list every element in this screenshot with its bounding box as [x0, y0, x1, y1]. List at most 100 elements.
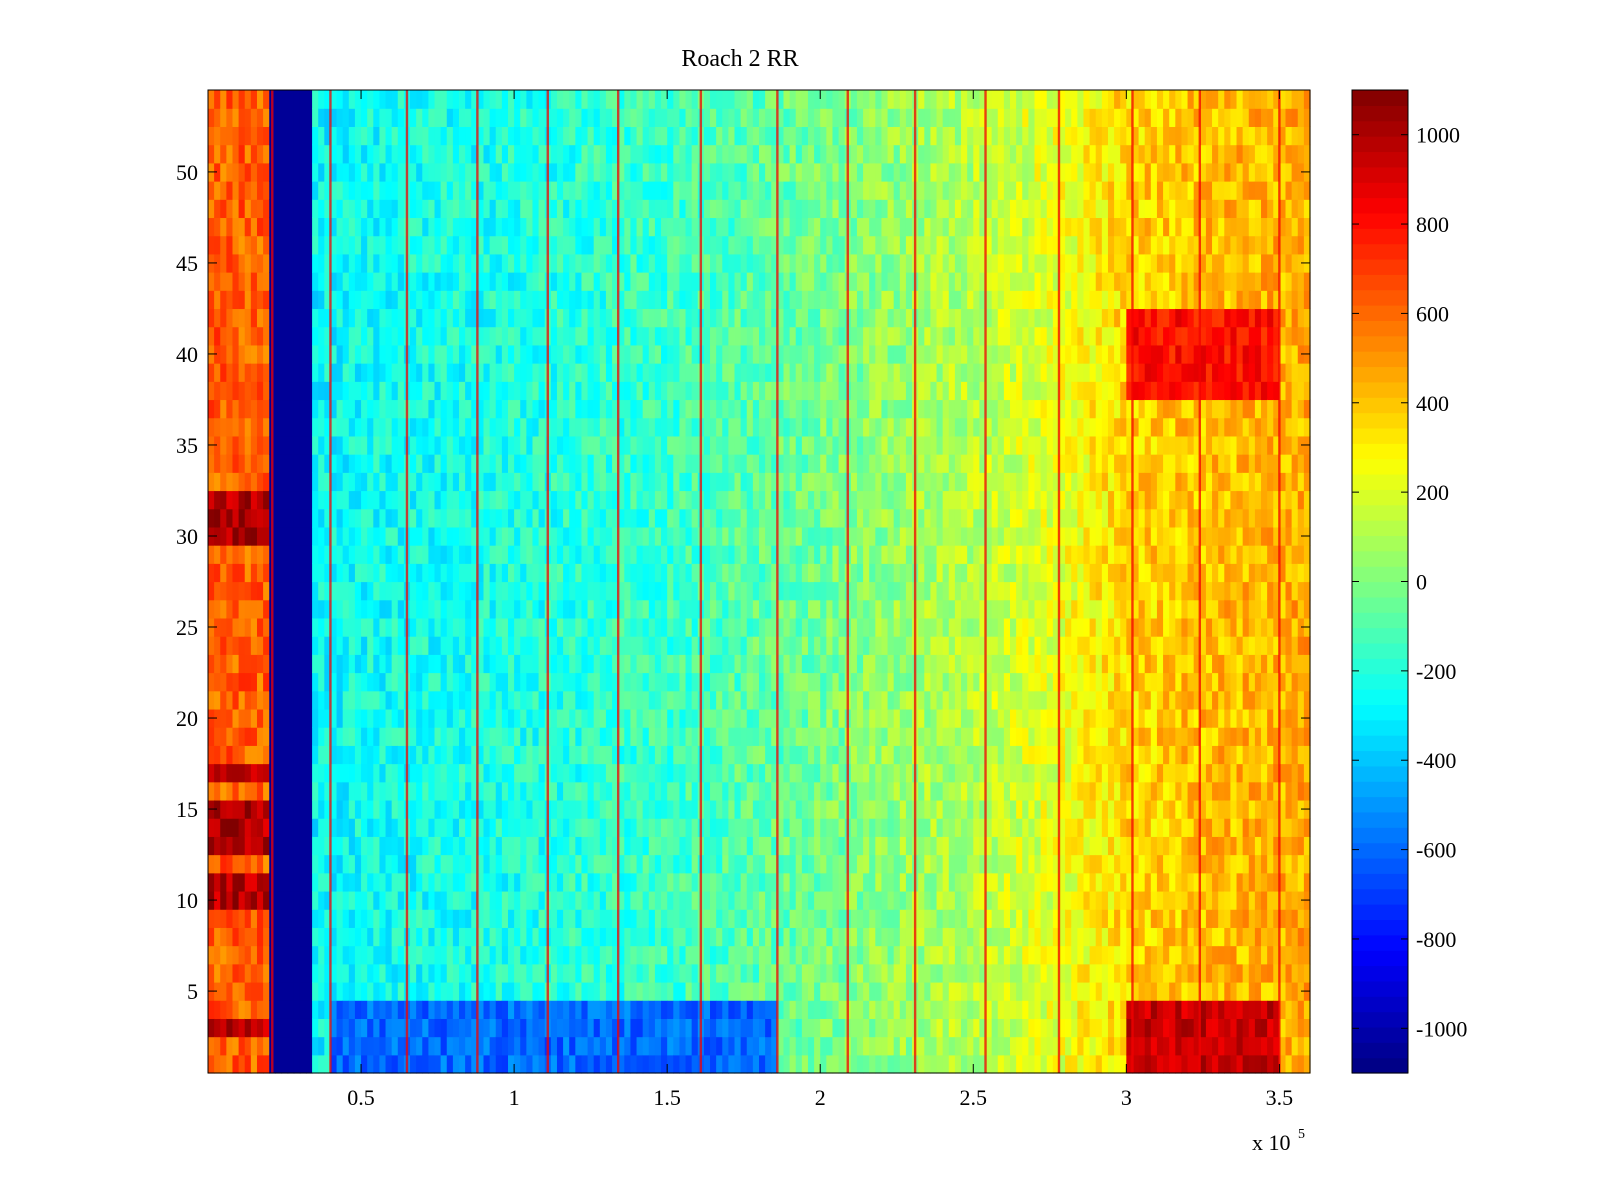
heatmap-cell — [214, 490, 221, 510]
heatmap-cell — [318, 235, 325, 255]
heatmap-cell — [452, 199, 460, 219]
heatmap-cell — [379, 927, 387, 947]
heatmap-cell — [636, 781, 644, 801]
heatmap-cell — [416, 199, 423, 219]
heatmap-cell — [685, 563, 693, 583]
heatmap-cell — [483, 799, 491, 819]
heatmap-cell — [281, 472, 289, 492]
heatmap-cell — [710, 308, 717, 328]
heatmap-cell — [550, 290, 558, 310]
heatmap-cell — [367, 545, 374, 564]
heatmap-cell — [520, 381, 527, 401]
heatmap-cell — [465, 818, 472, 837]
heatmap-cell — [716, 162, 723, 182]
heatmap-cell — [336, 981, 344, 1001]
heatmap-cell — [648, 872, 656, 892]
heatmap-cell — [330, 690, 338, 710]
heatmap-cell — [244, 1000, 252, 1019]
heatmap-cell — [422, 654, 429, 674]
heatmap-cell — [422, 581, 429, 601]
heatmap-cell — [495, 344, 503, 364]
heatmap-cell — [263, 526, 270, 546]
heatmap-cell — [391, 872, 399, 892]
heatmap-cell — [428, 253, 436, 273]
heatmap-cell — [232, 162, 240, 182]
heatmap-cell — [361, 108, 368, 127]
heatmap-cell — [703, 363, 711, 382]
heatmap-cell — [575, 1036, 583, 1056]
heatmap-cell — [391, 763, 399, 783]
heatmap-cell — [452, 672, 460, 692]
heatmap-cell — [318, 253, 325, 273]
heatmap-cell — [550, 617, 558, 637]
heatmap-cell — [746, 144, 754, 164]
heatmap-cell — [299, 872, 307, 892]
heatmap-cell — [642, 1054, 650, 1074]
heatmap-cell — [691, 763, 699, 783]
heatmap-cell — [348, 1036, 356, 1056]
heatmap-cell — [667, 836, 674, 856]
heatmap-cell — [379, 454, 387, 473]
heatmap-cell — [293, 708, 301, 728]
heatmap-cell — [734, 927, 742, 947]
heatmap-cell — [483, 690, 491, 710]
heatmap-cell — [691, 508, 699, 528]
heatmap-cell — [256, 799, 264, 819]
heatmap-cell — [226, 399, 234, 419]
heatmap-cell — [385, 763, 393, 783]
heatmap-cell — [648, 909, 656, 928]
heatmap-cell — [410, 526, 417, 546]
heatmap-cell — [226, 708, 234, 728]
heatmap-cell — [550, 854, 558, 874]
heatmap-cell — [459, 199, 466, 219]
heatmap-cell — [581, 727, 589, 746]
heatmap-cell — [661, 181, 668, 200]
heatmap-cell — [746, 727, 754, 746]
heatmap-cell — [612, 763, 619, 783]
heatmap-cell — [691, 799, 699, 819]
heatmap-cell — [581, 435, 589, 455]
heatmap-cell — [654, 745, 662, 765]
heatmap-cell — [710, 781, 717, 801]
heatmap-cell — [263, 272, 270, 291]
heatmap-cell — [465, 181, 472, 200]
heatmap-cell — [226, 545, 234, 564]
heatmap-cell — [312, 563, 319, 583]
heatmap-cell — [691, 636, 699, 655]
heatmap-cell — [514, 253, 521, 273]
heatmap-cell — [489, 763, 497, 783]
heatmap-cell — [618, 836, 625, 856]
heatmap-cell — [275, 381, 283, 401]
heatmap-cell — [563, 836, 570, 856]
heatmap-cell — [244, 181, 252, 200]
heatmap-cell — [624, 981, 632, 1001]
heatmap-cell — [465, 854, 472, 874]
heatmap-cell — [452, 90, 460, 109]
heatmap-cell — [471, 654, 478, 674]
heatmap-cell — [459, 763, 466, 783]
heatmap-cell — [410, 545, 417, 564]
heatmap-cell — [367, 199, 374, 219]
heatmap-cell — [587, 763, 595, 783]
heatmap-cell — [618, 472, 625, 492]
heatmap-cell — [654, 526, 662, 546]
heatmap-cell — [391, 745, 399, 765]
heatmap-cell — [630, 126, 638, 146]
heatmap-cell — [740, 1036, 748, 1056]
heatmap-cell — [605, 526, 613, 546]
heatmap-cell — [397, 909, 405, 928]
heatmap-cell — [710, 799, 717, 819]
heatmap-cell — [385, 672, 393, 692]
heatmap-cell — [446, 909, 454, 928]
heatmap-cell — [379, 781, 387, 801]
heatmap-cell — [673, 181, 681, 200]
heatmap-cell — [679, 617, 687, 637]
heatmap-cell — [495, 526, 503, 546]
heatmap-cell — [599, 90, 607, 109]
heatmap-cell — [661, 690, 668, 710]
heatmap-cell — [667, 781, 674, 801]
heatmap-cell — [734, 854, 742, 874]
heatmap-cell — [501, 617, 509, 637]
heatmap-cell — [293, 108, 301, 127]
heatmap-cell — [599, 745, 607, 765]
